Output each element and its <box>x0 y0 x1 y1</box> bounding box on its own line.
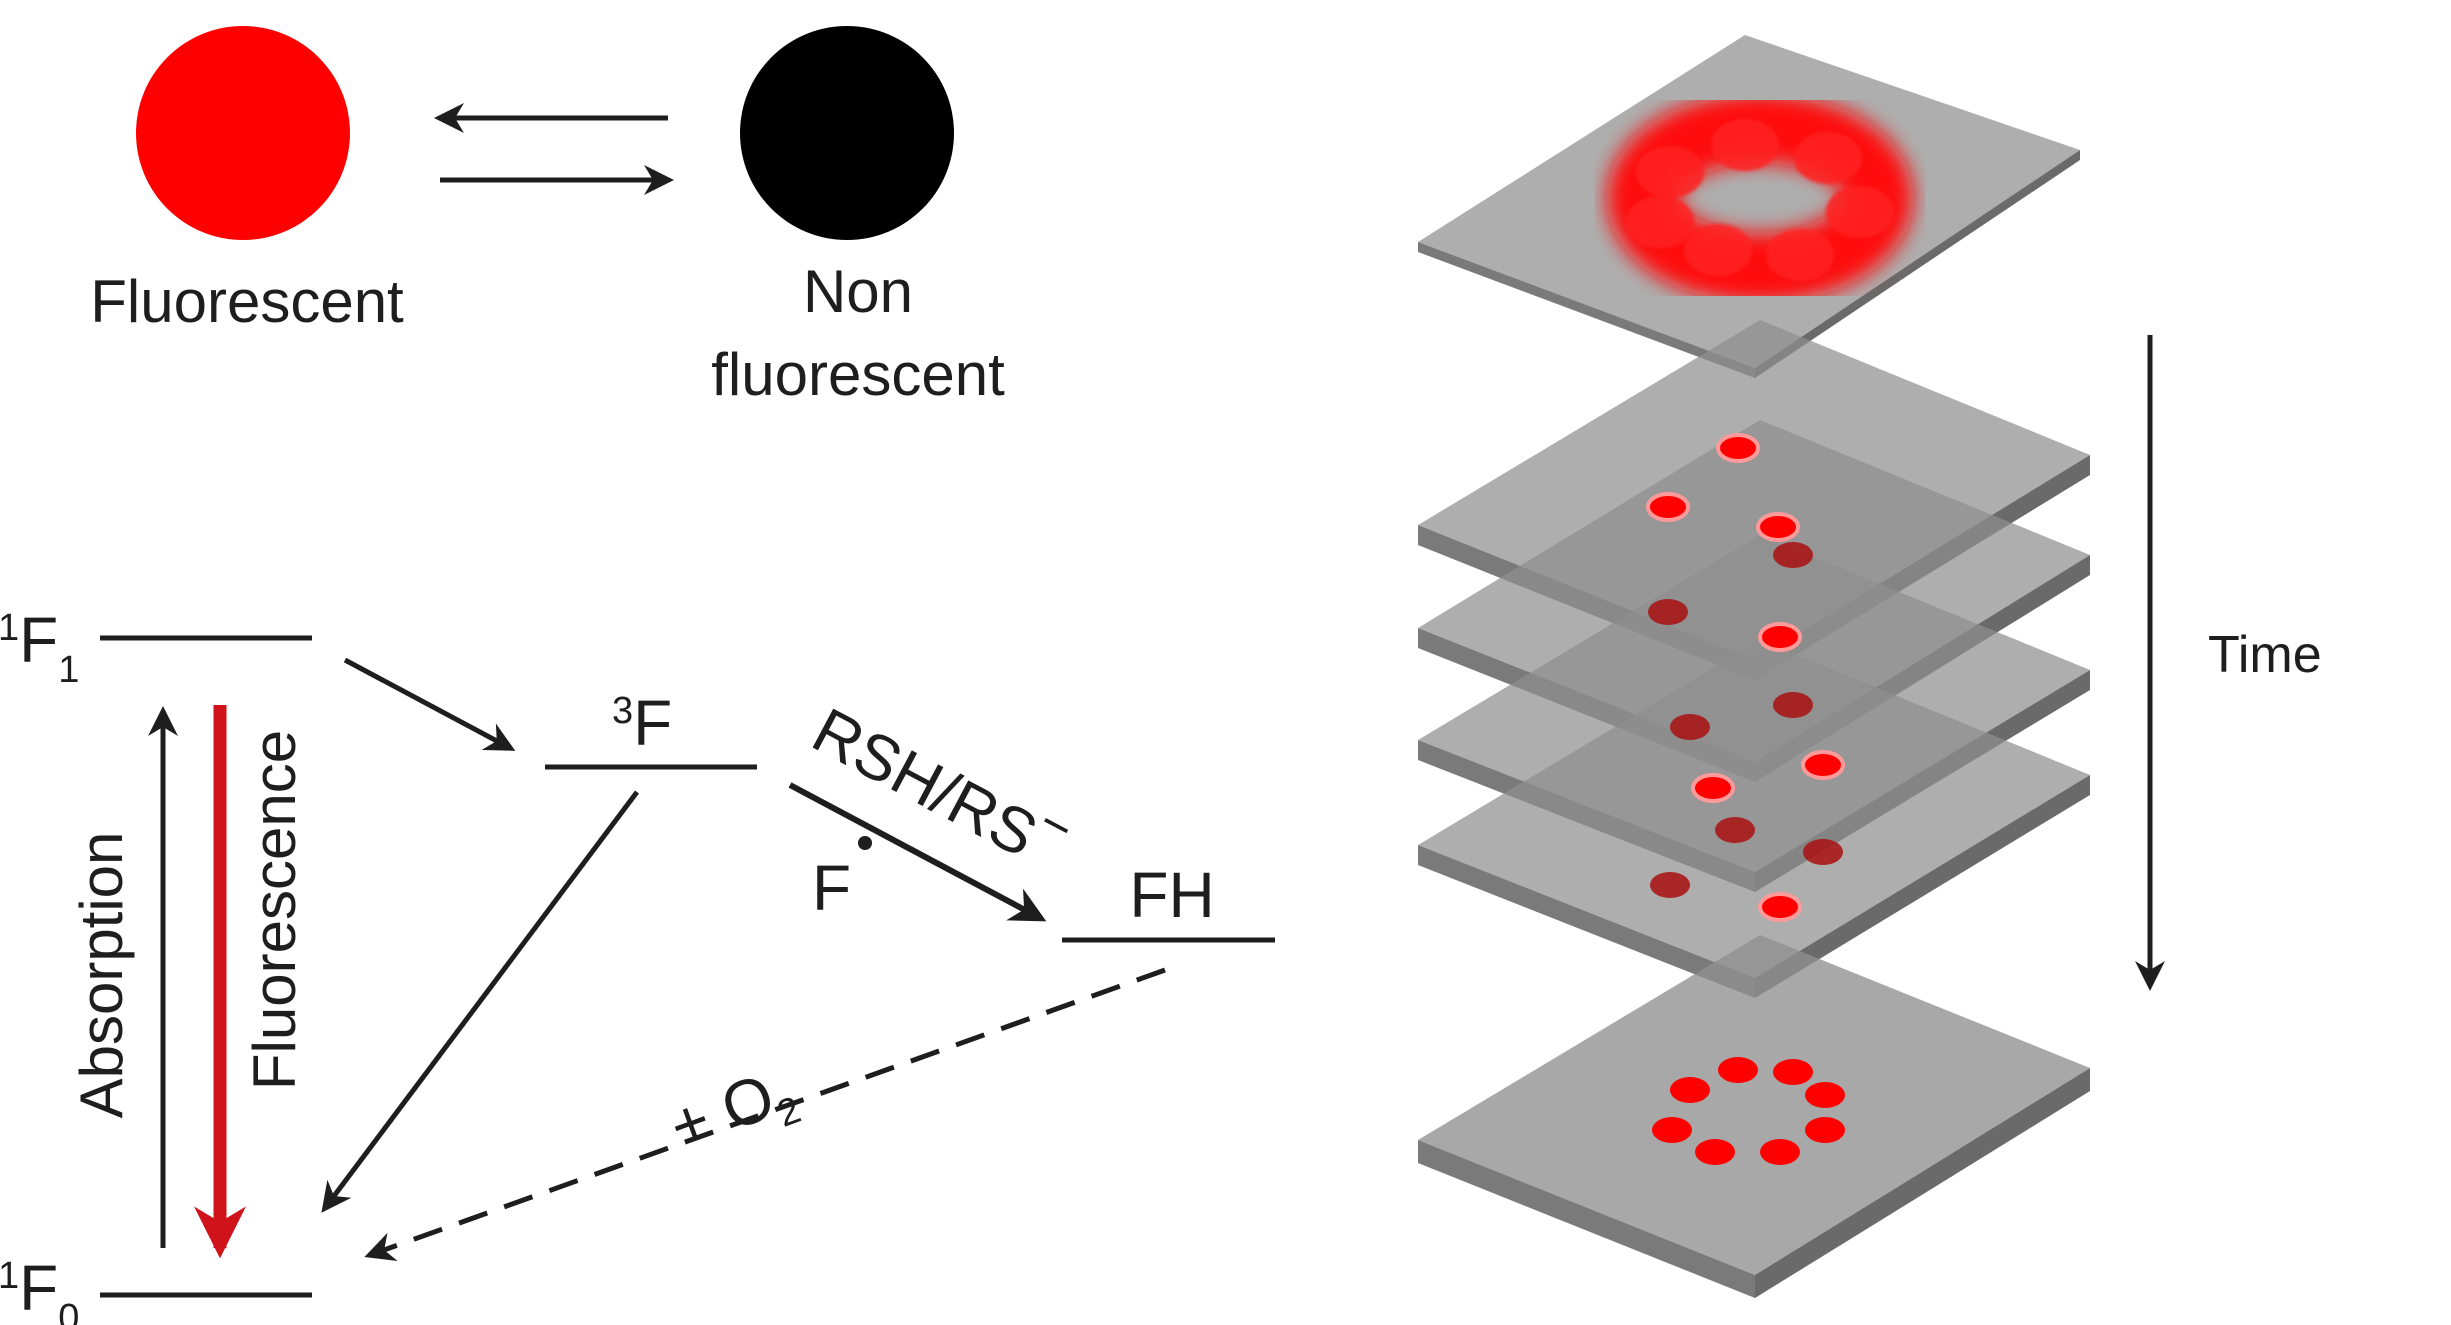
active-spot <box>1758 622 1802 652</box>
active-spots <box>1646 433 1845 922</box>
non-fluorescent-label-line1: Non <box>803 258 913 325</box>
active-spot <box>1716 433 1760 463</box>
radical-dot <box>858 836 872 850</box>
energy-level-diagram: 1F1 1F0 3F FH Absorption Fluorescence RS… <box>0 604 1275 1325</box>
fluorescent-state-circle <box>136 26 350 240</box>
dim-spot <box>1648 599 1688 625</box>
plane-reconstruction <box>1418 35 2080 378</box>
ring-blob <box>1626 196 1694 248</box>
structure-spot <box>1805 1082 1845 1108</box>
fluorescent-label: Fluorescent <box>90 268 404 335</box>
active-spot <box>1758 892 1802 922</box>
non-fluorescent-state-circle <box>740 26 954 240</box>
structure-spot <box>1718 1057 1758 1083</box>
structure-spot <box>1805 1117 1845 1143</box>
oxygen-label: + O2 <box>660 1052 806 1171</box>
structure-spot <box>1773 1059 1813 1085</box>
reduction-arrow <box>788 782 1047 922</box>
dim-spots <box>1648 542 1843 898</box>
triplet-level-label: 3F <box>612 687 672 759</box>
absorption-label: Absorption <box>68 832 135 1119</box>
dim-spot <box>1715 817 1755 843</box>
triplet-decay-arrow <box>321 790 639 1213</box>
active-spot <box>1691 773 1735 803</box>
non-fluorescent-label-line2: fluorescent <box>711 341 1005 408</box>
structure-spot <box>1695 1139 1735 1165</box>
ground-truth-ring <box>1652 1057 1845 1165</box>
reduced-state-label: FH <box>1129 859 1214 931</box>
ring-blob <box>1636 146 1704 198</box>
fluorescence-label: Fluorescence <box>241 730 308 1090</box>
s1-level-label: 1F1 <box>0 604 79 691</box>
ring-blob <box>1794 132 1862 184</box>
dim-spot <box>1803 839 1843 865</box>
state-switch-panel: Fluorescent Non fluorescent <box>90 26 1005 408</box>
ring-blob <box>1684 224 1752 276</box>
ring-blob <box>1766 229 1834 281</box>
dim-spot <box>1670 714 1710 740</box>
active-spot <box>1801 750 1845 780</box>
time-label: Time <box>2208 626 2322 684</box>
active-spot <box>1756 512 1800 542</box>
dim-spot <box>1650 872 1690 898</box>
dim-spot <box>1773 692 1813 718</box>
radical-label: F <box>812 852 851 924</box>
ring-blob <box>1826 186 1894 238</box>
time-lapse-stack: Time <box>1418 35 2322 1298</box>
dim-spot <box>1773 542 1813 568</box>
plane-ground-truth <box>1418 935 2090 1298</box>
structure-spot <box>1760 1139 1800 1165</box>
structure-spot <box>1670 1077 1710 1103</box>
active-spot <box>1646 492 1690 522</box>
ring-blob <box>1711 119 1779 171</box>
plane-frame-4 <box>1418 640 2090 998</box>
structure-spot <box>1652 1117 1692 1143</box>
intersystem-crossing-arrow <box>343 657 516 751</box>
s0-level-label: 1F0 <box>0 1252 79 1325</box>
